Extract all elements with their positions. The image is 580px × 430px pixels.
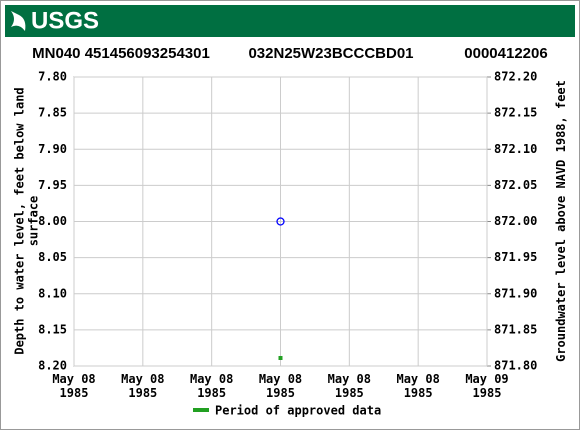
- approved-period: [278, 356, 283, 360]
- y2-tick-label: 872.10: [494, 142, 537, 156]
- y2-tick-label: 871.90: [494, 286, 537, 300]
- y2-tick-label: 871.95: [494, 250, 537, 264]
- x-tick-label: May 08 1985: [52, 372, 96, 400]
- y-tick-label: 7.90: [38, 142, 67, 156]
- y2-axis-title: Groundwater level above NAVD 1988, feet: [554, 80, 568, 362]
- y2-tick-label: 872.05: [494, 178, 537, 192]
- y-tick-label: 8.15: [38, 322, 67, 336]
- title-id: 032N25W23BCCCBD01: [248, 45, 413, 62]
- y-tick-label: 7.80: [38, 70, 67, 84]
- y-tick-label: 7.85: [38, 106, 67, 120]
- y-tick-label: 8.00: [38, 214, 67, 228]
- logo-mark: [11, 11, 26, 31]
- x-tick-label: May 08 1985: [121, 372, 165, 400]
- legend-label: Period of approved data: [215, 404, 381, 418]
- x-tick-label: May 08 1985: [258, 372, 303, 400]
- x-tick-label: May 08 1985: [327, 372, 371, 400]
- y-axis-title: Depth to water level, feet below land su…: [12, 87, 41, 355]
- header-bar: [5, 5, 575, 37]
- data-point: [276, 217, 285, 226]
- y-tick-label: 8.05: [38, 250, 67, 264]
- x-tick-label: May 08 1985: [189, 372, 234, 400]
- y2-tick-label: 871.80: [494, 359, 537, 373]
- y2-tick-label: 871.85: [494, 322, 537, 336]
- title-site: MN040 451456093254301: [32, 45, 210, 62]
- title-code: 0000412206: [464, 45, 547, 62]
- y2-tick-label: 872.00: [494, 214, 537, 228]
- y-tick-label: 8.10: [38, 286, 67, 300]
- x-tick-label: May 09 1985: [465, 372, 509, 400]
- logo-text: USGS: [31, 7, 99, 34]
- y-tick-label: 7.95: [38, 178, 67, 192]
- y-tick-label: 8.20: [38, 359, 67, 373]
- y2-tick-label: 872.20: [494, 70, 537, 84]
- y2-tick-label: 872.15: [494, 106, 537, 120]
- x-tick-label: May 08 1985: [396, 372, 440, 400]
